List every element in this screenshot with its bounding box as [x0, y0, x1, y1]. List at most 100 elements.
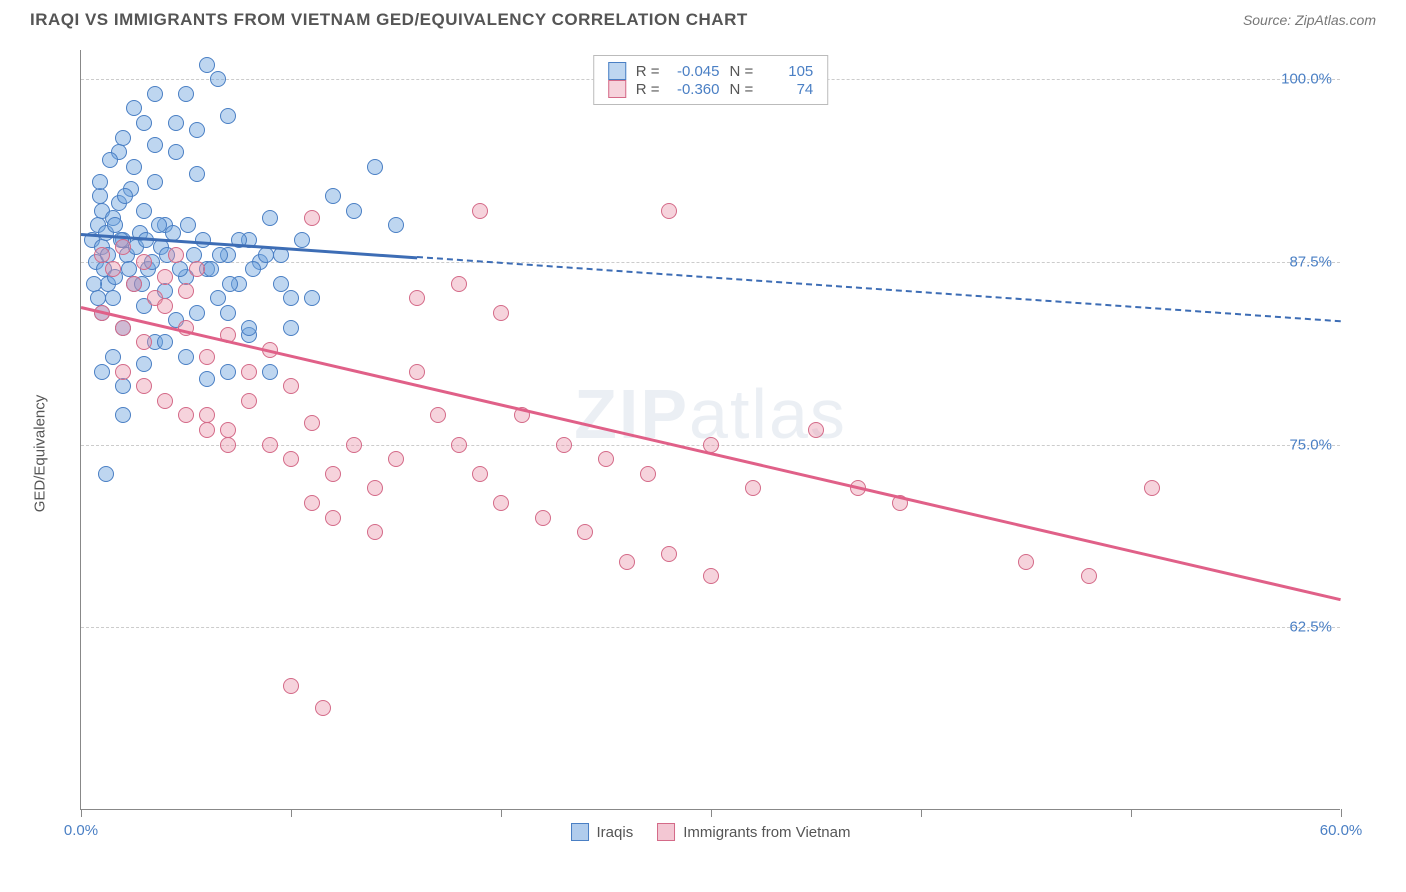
scatter-point	[409, 290, 425, 306]
legend-item: Immigrants from Vietnam	[657, 823, 850, 841]
scatter-point	[157, 269, 173, 285]
scatter-point	[1144, 480, 1160, 496]
scatter-point	[472, 203, 488, 219]
scatter-point	[180, 217, 196, 233]
scatter-point	[451, 437, 467, 453]
scatter-point	[151, 217, 167, 233]
trend-line-dashed	[417, 256, 1341, 322]
scatter-point	[115, 239, 131, 255]
scatter-point	[147, 86, 163, 102]
scatter-point	[640, 466, 656, 482]
scatter-point	[105, 349, 121, 365]
legend-row: R =-0.360N =74	[608, 80, 814, 98]
scatter-point	[126, 100, 142, 116]
scatter-point	[86, 276, 102, 292]
scatter-point	[147, 174, 163, 190]
header: IRAQI VS IMMIGRANTS FROM VIETNAM GED/EQU…	[0, 0, 1406, 40]
y-tick-label: 75.0%	[1289, 436, 1332, 453]
scatter-point	[430, 407, 446, 423]
scatter-point	[220, 437, 236, 453]
scatter-point	[115, 378, 131, 394]
scatter-point	[136, 334, 152, 350]
scatter-point	[220, 364, 236, 380]
scatter-point	[168, 144, 184, 160]
scatter-point	[745, 480, 761, 496]
scatter-point	[102, 152, 118, 168]
scatter-point	[283, 378, 299, 394]
legend-r-label: R =	[636, 81, 660, 98]
scatter-point	[598, 451, 614, 467]
x-tick-label: 60.0%	[1320, 822, 1363, 839]
scatter-point	[346, 203, 362, 219]
scatter-point	[105, 290, 121, 306]
scatter-point	[136, 254, 152, 270]
scatter-point	[178, 407, 194, 423]
scatter-point	[199, 422, 215, 438]
scatter-point	[178, 283, 194, 299]
scatter-point	[325, 188, 341, 204]
scatter-point	[273, 276, 289, 292]
legend-n-value: 105	[763, 63, 813, 80]
scatter-point	[451, 276, 467, 292]
legend-n-value: 74	[763, 81, 813, 98]
scatter-point	[262, 364, 278, 380]
scatter-point	[703, 568, 719, 584]
scatter-point	[210, 290, 226, 306]
scatter-point	[346, 437, 362, 453]
scatter-point	[189, 166, 205, 182]
scatter-point	[262, 437, 278, 453]
x-tick	[711, 809, 712, 817]
scatter-point	[472, 466, 488, 482]
scatter-point	[92, 188, 108, 204]
scatter-point	[121, 261, 137, 277]
scatter-point	[661, 546, 677, 562]
chart-container: GED/Equivalency ZIPatlas 62.5%75.0%87.5%…	[50, 50, 1380, 840]
x-tick	[1131, 809, 1132, 817]
scatter-point	[808, 422, 824, 438]
scatter-point	[126, 276, 142, 292]
scatter-point	[245, 261, 261, 277]
legend-item: Iraqis	[571, 823, 634, 841]
scatter-point	[157, 298, 173, 314]
scatter-point	[189, 122, 205, 138]
scatter-point	[136, 356, 152, 372]
scatter-point	[115, 364, 131, 380]
scatter-point	[189, 261, 205, 277]
scatter-point	[115, 320, 131, 336]
scatter-point	[92, 174, 108, 190]
scatter-point	[136, 203, 152, 219]
scatter-point	[168, 247, 184, 263]
scatter-point	[315, 700, 331, 716]
y-tick-label: 87.5%	[1289, 253, 1332, 270]
x-tick	[291, 809, 292, 817]
scatter-point	[168, 115, 184, 131]
scatter-point	[189, 305, 205, 321]
scatter-point	[178, 349, 194, 365]
legend-label: Iraqis	[597, 824, 634, 841]
scatter-point	[157, 334, 173, 350]
scatter-point	[107, 217, 123, 233]
scatter-point	[493, 305, 509, 321]
scatter-point	[178, 86, 194, 102]
scatter-point	[1081, 568, 1097, 584]
legend-r-value: -0.045	[670, 63, 720, 80]
gridline-h	[81, 627, 1340, 628]
chart-title: IRAQI VS IMMIGRANTS FROM VIETNAM GED/EQU…	[30, 10, 748, 30]
scatter-point	[94, 247, 110, 263]
scatter-point	[535, 510, 551, 526]
scatter-point	[367, 524, 383, 540]
scatter-point	[294, 232, 310, 248]
scatter-point	[283, 320, 299, 336]
scatter-point	[388, 451, 404, 467]
legend-swatch	[571, 823, 589, 841]
legend-r-label: R =	[636, 63, 660, 80]
scatter-point	[325, 510, 341, 526]
scatter-point	[283, 290, 299, 306]
scatter-point	[186, 247, 202, 263]
legend-n-label: N =	[730, 81, 754, 98]
scatter-point	[1018, 554, 1034, 570]
scatter-point	[220, 108, 236, 124]
x-tick	[921, 809, 922, 817]
series-legend: Iraqis Immigrants from Vietnam	[571, 823, 851, 841]
scatter-point	[241, 364, 257, 380]
